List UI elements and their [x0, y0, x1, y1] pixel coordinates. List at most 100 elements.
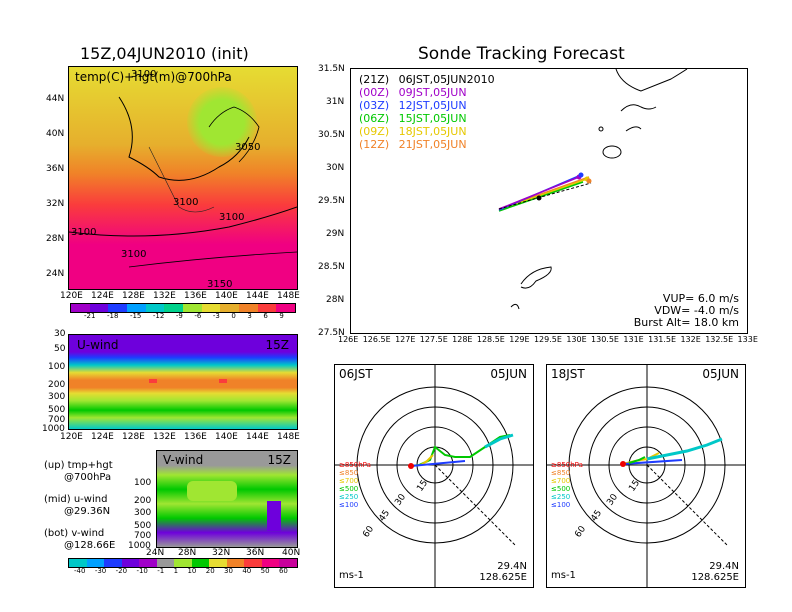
- launch-params: VUP= 6.0 m/s VDW= -4.0 m/s Burst Alt= 18…: [634, 293, 739, 329]
- map-label: temp(C)+hgt(m)@700hPa: [75, 70, 232, 84]
- xtick: 132.5E: [705, 335, 734, 344]
- hodo-lat: 29.4N: [709, 561, 739, 572]
- xtick: 127E: [395, 335, 416, 344]
- ytick: 1000: [42, 424, 65, 434]
- hodo-unit: ms-1: [551, 570, 576, 581]
- hodo-level-legend: ≥850hPa ≤850 ≤700 ≤500 ≤250 ≤100: [551, 461, 583, 509]
- ytick: 28.5N: [318, 262, 345, 272]
- xtick: 120E: [60, 291, 83, 301]
- note: (bot) v-wind @128.66E: [44, 528, 115, 552]
- note: (mid) u-wind @29.36N: [44, 494, 115, 518]
- ytick: 500: [134, 521, 152, 531]
- cbar-label: -21: [84, 312, 96, 320]
- ytick: 29N: [326, 229, 345, 239]
- xtick: 132E: [680, 335, 701, 344]
- ytick: 40N: [46, 129, 65, 139]
- hodo-location: 29.4N 128.625E: [479, 561, 527, 583]
- ytick: 50: [54, 344, 66, 354]
- ytick: 27.5N: [318, 328, 345, 338]
- ytick: 200: [134, 496, 152, 506]
- cbar-label: 50: [260, 567, 270, 575]
- vwind-time: 15Z: [267, 453, 292, 467]
- cbar-label: -3: [212, 312, 220, 320]
- level-entry: ≤250: [339, 493, 359, 501]
- legend-code: (00Z): [359, 86, 390, 99]
- hodo-plot: [335, 365, 533, 587]
- xtick: 131.5E: [648, 335, 677, 344]
- contour-label: 3050: [235, 142, 261, 153]
- cbar-label: 1: [173, 567, 179, 575]
- note: (up) tmp+hgt @700hPa: [44, 460, 115, 484]
- xtick: 120E: [60, 432, 83, 442]
- hodo-date: 05JUN: [490, 367, 527, 381]
- track-map: (21Z) 06JST,05JUN2010 (00Z) 09JST,05JUN …: [350, 68, 748, 334]
- xtick: 126E: [338, 335, 359, 344]
- cbar-label: 60: [278, 567, 288, 575]
- param-vup: VUP= 6.0 m/s: [662, 292, 739, 305]
- ytick: 29.5N: [318, 196, 345, 206]
- contour-label: 3100: [121, 249, 147, 260]
- note-sub: @29.36N: [64, 506, 111, 517]
- vwind-panel: V-wind 15Z: [156, 450, 298, 548]
- ytick: 31N: [326, 97, 345, 107]
- ytick: 100: [134, 478, 152, 488]
- cbar-label: 10: [187, 567, 197, 575]
- temp-colorbar-labels: -21 -18 -15 -12 -9 -6 -3 0 3 6 9: [84, 312, 284, 320]
- note-sub: @128.66E: [64, 540, 116, 551]
- hodo-level-legend: ≥850hPa ≤850 ≤700 ≤500 ≤250 ≤100: [339, 461, 371, 509]
- xtick: 148E: [277, 291, 300, 301]
- cbar-label: -18: [106, 312, 119, 320]
- legend-entry: (09Z) 18JST,05JUN: [359, 125, 495, 138]
- level-entry: ≤500: [551, 485, 571, 493]
- xtick: 140E: [215, 291, 238, 301]
- contour-label: 3100: [131, 69, 157, 80]
- hodo-location: 29.4N 128.625E: [691, 561, 739, 583]
- xtick: 127.5E: [419, 335, 448, 344]
- hodo-lon: 128.625E: [691, 572, 739, 583]
- track-legend: (21Z) 06JST,05JUN2010 (00Z) 09JST,05JUN …: [359, 73, 495, 151]
- hodo-time: 06JST: [339, 367, 373, 381]
- temp-map: temp(C)+hgt(m)@700hPa 3100 3050 3100 310…: [68, 66, 298, 290]
- xtick: 129E: [509, 335, 530, 344]
- xtick: 144E: [246, 432, 269, 442]
- legend-time: 06JST,05JUN2010: [398, 73, 495, 86]
- hodo-plot: [547, 365, 745, 587]
- legend-entry: (03Z) 12JST,05JUN: [359, 99, 495, 112]
- ytick: 36N: [46, 164, 65, 174]
- uwind-label: U-wind: [77, 338, 119, 352]
- xtick: 131E: [623, 335, 644, 344]
- xtick: 126.5E: [362, 335, 391, 344]
- cbar-label: 20: [205, 567, 215, 575]
- uwind-time: 15Z: [265, 338, 290, 352]
- contour-label: 3150: [207, 279, 233, 290]
- note-title: (mid) u-wind: [44, 494, 108, 505]
- xtick: 128E: [122, 291, 145, 301]
- hodo-date: 05JUN: [702, 367, 739, 381]
- xtick: 40N: [282, 548, 301, 558]
- wind-colorbar: [68, 558, 298, 568]
- ytick: 24N: [46, 269, 65, 279]
- xtick: 128E: [122, 432, 145, 442]
- level-entry: ≤100: [339, 501, 359, 509]
- level-entry: ≥850hPa: [551, 461, 583, 469]
- xtick: 132E: [153, 291, 176, 301]
- legend-time: 15JST,05JUN: [398, 112, 467, 125]
- ytick: 1000: [128, 541, 151, 551]
- cold-pool: [187, 87, 257, 157]
- legend-entry: (12Z) 21JST,05JUN: [359, 138, 495, 151]
- ytick: 30.5N: [318, 130, 345, 140]
- hodo-time: 18JST: [551, 367, 585, 381]
- ytick: 500: [48, 405, 66, 415]
- cbar-label: 9: [279, 312, 284, 320]
- level-entry: ≤850: [339, 469, 359, 477]
- level-entry: ≤700: [551, 477, 571, 485]
- cbar-label: 30: [224, 567, 233, 575]
- xtick: 24N: [146, 548, 165, 558]
- xtick: 130E: [566, 335, 587, 344]
- cbar-label: -9: [175, 312, 183, 320]
- left-title: 15Z,04JUN2010 (init): [80, 44, 249, 63]
- param-burst: Burst Alt= 18.0 km: [633, 316, 739, 329]
- xtick: 136E: [184, 291, 207, 301]
- cbar-label: 6: [263, 312, 268, 320]
- temp-map-overlay: [69, 96, 297, 268]
